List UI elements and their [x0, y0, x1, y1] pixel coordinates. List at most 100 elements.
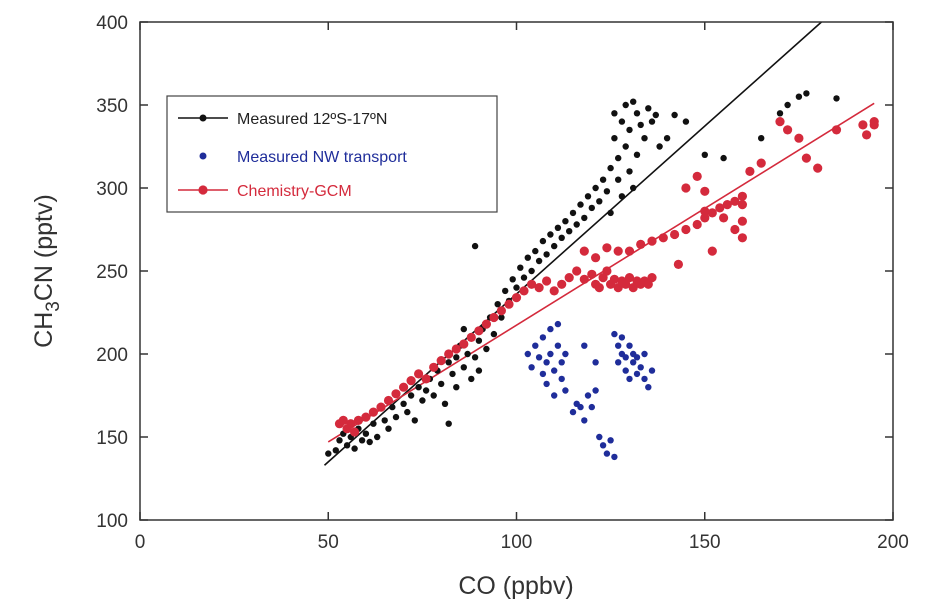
point-s2-10	[391, 389, 401, 399]
point-s2-7	[368, 407, 378, 417]
point-s0-79	[607, 209, 614, 217]
point-s0-68	[569, 209, 577, 217]
x-tick-label-3: 150	[689, 532, 721, 553]
point-s0-67	[566, 228, 573, 235]
point-s0-1	[332, 447, 339, 454]
point-s0-73	[588, 204, 595, 212]
point-s2-17	[444, 349, 454, 359]
point-s1-4	[539, 370, 547, 378]
point-s0-64	[554, 224, 562, 231]
point-s0-25	[430, 392, 437, 399]
point-s0-38	[468, 375, 475, 383]
point-s0-59	[535, 257, 543, 265]
y-tick-label-6: 400	[96, 13, 128, 34]
point-s0-107	[784, 101, 791, 109]
point-s0-93	[633, 151, 641, 158]
point-s1-46	[645, 384, 652, 391]
point-s2-86	[858, 120, 868, 130]
legend-label-0: Measured 12ºS-17ºN	[237, 111, 387, 128]
point-s0-31	[449, 370, 456, 378]
point-s0-22	[419, 397, 426, 404]
x-tick-label-1: 50	[318, 532, 339, 553]
point-s2-69	[737, 191, 748, 201]
point-s2-58	[636, 239, 646, 249]
point-s0-36	[460, 325, 467, 333]
point-s0-105	[758, 135, 765, 142]
point-s2-92	[681, 183, 691, 193]
point-s0-66	[562, 218, 569, 225]
point-s0-56	[524, 254, 531, 261]
point-s0-78	[607, 164, 614, 172]
point-s0-95	[641, 135, 648, 142]
point-s2-5	[353, 415, 363, 425]
point-s0-60	[539, 237, 547, 245]
y-axis-title-part2: CN (pptv)	[30, 194, 58, 301]
point-s2-71	[700, 206, 710, 216]
point-s0-45	[483, 345, 490, 353]
point-s1-28	[607, 437, 614, 444]
point-s0-0	[325, 450, 332, 457]
point-s1-8	[547, 325, 554, 333]
point-s1-17	[562, 350, 569, 358]
point-s0-37	[464, 350, 471, 358]
point-s2-52	[647, 273, 657, 283]
point-s2-19	[459, 339, 469, 349]
point-s1-35	[622, 367, 629, 374]
point-s0-75	[596, 198, 603, 205]
point-s1-34	[618, 334, 626, 341]
point-s0-32	[453, 354, 460, 361]
point-s0-19	[407, 392, 415, 399]
point-s2-78	[745, 166, 755, 176]
point-s0-109	[803, 90, 810, 97]
point-s0-91	[630, 184, 637, 192]
point-s1-6	[543, 359, 550, 366]
point-s2-66	[715, 203, 725, 213]
point-s0-53	[513, 284, 520, 291]
point-s0-72	[584, 193, 592, 200]
point-s0-110	[833, 95, 840, 102]
legend-marker-1	[199, 152, 207, 160]
point-s1-1	[528, 364, 535, 371]
point-s0-104	[720, 154, 727, 162]
point-s1-45	[641, 350, 648, 358]
point-s2-59	[647, 236, 657, 246]
point-s2-18	[451, 344, 461, 354]
point-s2-3	[346, 419, 356, 429]
point-s2-61	[670, 229, 680, 240]
point-s2-42	[609, 274, 620, 284]
point-s2-35	[579, 274, 589, 284]
point-s2-40	[602, 266, 612, 276]
point-s2-87	[862, 130, 872, 140]
point-s0-15	[389, 403, 396, 411]
axis-ticks: 0 50 100 150 200 100 150 200 250 300 350 400	[96, 13, 909, 553]
point-s2-55	[602, 243, 612, 253]
point-s1-49	[581, 342, 588, 349]
point-s1-2	[532, 342, 539, 349]
point-s0-81	[611, 110, 618, 117]
point-s0-40	[471, 354, 479, 361]
point-s2-8	[376, 402, 386, 412]
point-s2-85	[831, 125, 842, 135]
y-tick-label-4: 300	[96, 179, 128, 200]
point-s0-29	[445, 359, 452, 366]
point-s0-18	[404, 408, 411, 416]
point-s0-89	[626, 168, 633, 175]
point-s0-84	[618, 118, 626, 125]
y-tick-label-5: 350	[96, 96, 128, 117]
point-s2-91	[700, 186, 710, 196]
point-s2-32	[557, 279, 567, 289]
point-s0-69	[573, 221, 580, 228]
point-s1-15	[558, 375, 565, 383]
point-s1-29	[611, 453, 618, 461]
point-s0-13	[381, 417, 388, 424]
point-s1-11	[551, 392, 558, 399]
point-s0-97	[648, 118, 656, 125]
point-s1-25	[596, 433, 603, 441]
point-s1-0	[524, 350, 531, 358]
point-s0-6	[351, 445, 358, 452]
point-s0-106	[776, 110, 784, 117]
point-s1-48	[592, 359, 599, 366]
point-s2-29	[534, 283, 544, 293]
